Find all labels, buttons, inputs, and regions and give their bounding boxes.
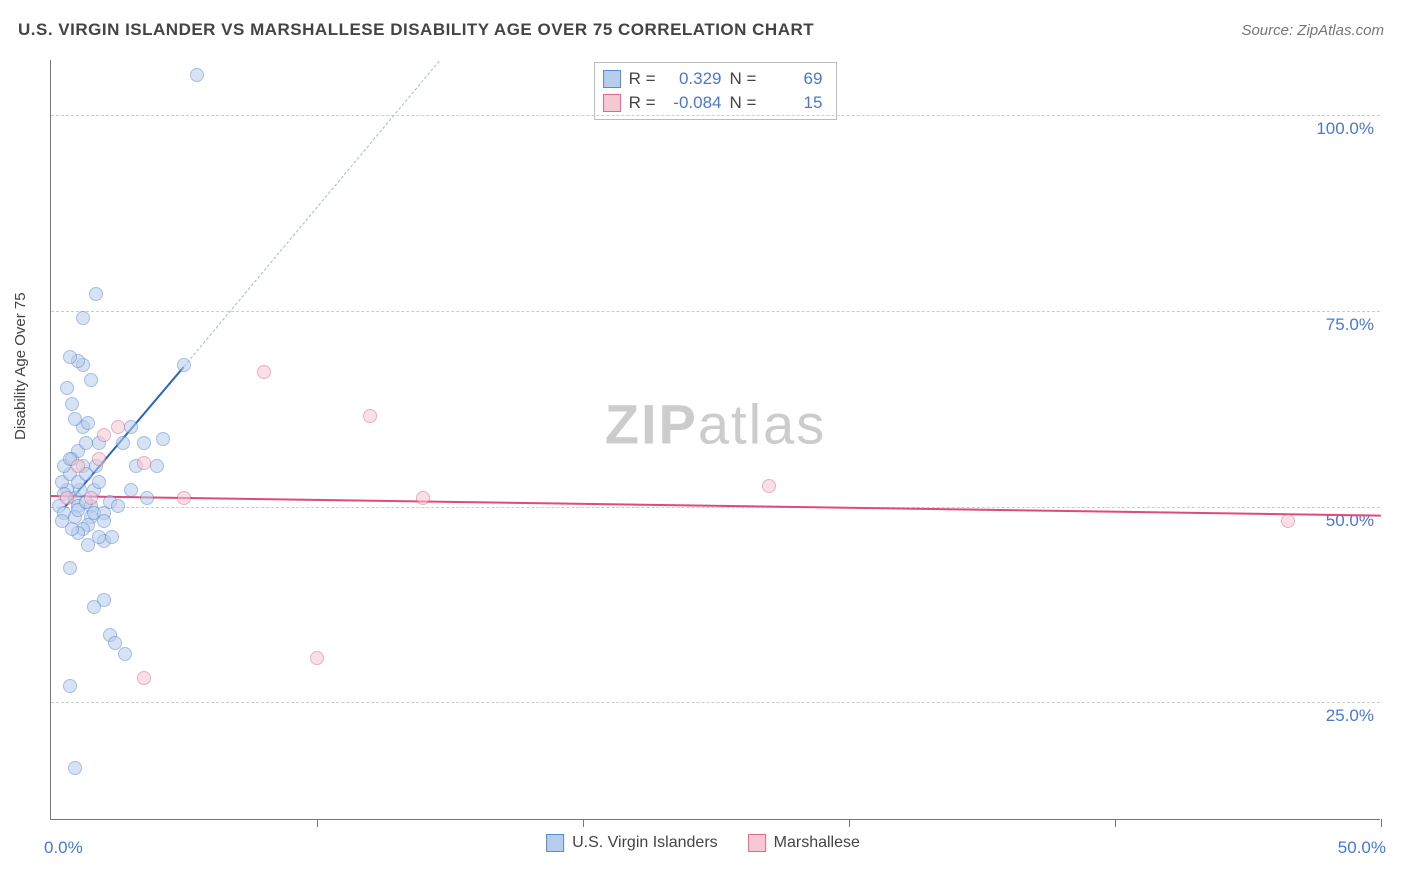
y-tick-label: 100.0% xyxy=(1316,119,1374,139)
data-point xyxy=(60,381,74,395)
data-point xyxy=(118,647,132,661)
x-tick xyxy=(583,819,584,827)
data-point xyxy=(116,436,130,450)
data-point xyxy=(177,491,191,505)
data-point xyxy=(177,358,191,372)
x-tick xyxy=(849,819,850,827)
data-point xyxy=(137,436,151,450)
chart-title: U.S. VIRGIN ISLANDER VS MARSHALLESE DISA… xyxy=(18,20,814,40)
data-point xyxy=(190,68,204,82)
data-point xyxy=(92,452,106,466)
x-tick xyxy=(1381,819,1382,827)
data-point xyxy=(150,459,164,473)
data-point xyxy=(97,428,111,442)
legend-series-swatch-0 xyxy=(546,834,564,852)
legend-n-value-0: 69 xyxy=(764,69,822,89)
legend-series-item-1: Marshallese xyxy=(748,834,860,852)
data-point xyxy=(60,491,74,505)
data-point xyxy=(257,365,271,379)
gridline-h xyxy=(51,115,1380,116)
legend-series-item-0: U.S. Virgin Islanders xyxy=(546,834,718,852)
data-point xyxy=(79,436,93,450)
data-point xyxy=(105,530,119,544)
legend-series: U.S. Virgin Islanders Marshallese xyxy=(546,834,860,852)
legend-stats-row-0: R = 0.329 N = 69 xyxy=(603,67,823,91)
data-point xyxy=(111,499,125,513)
watermark-bold: ZIP xyxy=(605,393,698,456)
data-point xyxy=(89,287,103,301)
data-point xyxy=(108,636,122,650)
plot-area: ZIPatlas R = 0.329 N = 69 R = -0.084 N =… xyxy=(50,60,1380,820)
data-point xyxy=(63,679,77,693)
data-point xyxy=(76,311,90,325)
legend-stats-row-1: R = -0.084 N = 15 xyxy=(603,91,823,115)
data-point xyxy=(124,483,138,497)
data-point xyxy=(111,420,125,434)
data-point xyxy=(97,514,111,528)
legend-series-swatch-1 xyxy=(748,834,766,852)
x-axis-max-label: 50.0% xyxy=(1338,838,1386,858)
data-point xyxy=(87,600,101,614)
legend-n-label-0: N = xyxy=(730,69,757,89)
data-point xyxy=(65,397,79,411)
watermark: ZIPatlas xyxy=(605,392,826,457)
data-point xyxy=(81,416,95,430)
data-point xyxy=(92,475,106,489)
legend-series-label-1: Marshallese xyxy=(774,834,860,852)
legend-r-value-1: -0.084 xyxy=(664,93,722,113)
data-point xyxy=(762,479,776,493)
legend-n-label-1: N = xyxy=(730,93,757,113)
data-point xyxy=(137,456,151,470)
legend-stats: R = 0.329 N = 69 R = -0.084 N = 15 xyxy=(594,62,838,120)
x-tick xyxy=(317,819,318,827)
regression-line xyxy=(184,60,440,366)
data-point xyxy=(310,651,324,665)
gridline-h xyxy=(51,311,1380,312)
data-point xyxy=(156,432,170,446)
legend-n-value-1: 15 xyxy=(764,93,822,113)
legend-r-value-0: 0.329 xyxy=(664,69,722,89)
legend-swatch-1 xyxy=(603,94,621,112)
x-tick xyxy=(1115,819,1116,827)
chart-container: U.S. VIRGIN ISLANDER VS MARSHALLESE DISA… xyxy=(0,0,1406,892)
data-point xyxy=(63,561,77,575)
legend-r-label-0: R = xyxy=(629,69,656,89)
data-point xyxy=(84,373,98,387)
watermark-rest: atlas xyxy=(698,393,826,456)
y-tick-label: 25.0% xyxy=(1326,706,1374,726)
data-point xyxy=(68,761,82,775)
data-point xyxy=(137,671,151,685)
source-label: Source: ZipAtlas.com xyxy=(1241,22,1384,39)
data-point xyxy=(81,538,95,552)
legend-series-label-0: U.S. Virgin Islanders xyxy=(572,834,718,852)
x-axis-min-label: 0.0% xyxy=(44,838,83,858)
legend-swatch-0 xyxy=(603,70,621,88)
gridline-h xyxy=(51,702,1380,703)
data-point xyxy=(68,412,82,426)
data-point xyxy=(124,420,138,434)
data-point xyxy=(63,350,77,364)
y-tick-label: 75.0% xyxy=(1326,315,1374,335)
data-point xyxy=(416,491,430,505)
data-point xyxy=(55,514,69,528)
data-point xyxy=(71,459,85,473)
data-point xyxy=(1281,514,1295,528)
y-axis-label: Disability Age Over 75 xyxy=(12,292,29,440)
data-point xyxy=(140,491,154,505)
data-point xyxy=(363,409,377,423)
data-point xyxy=(84,491,98,505)
legend-r-label-1: R = xyxy=(629,93,656,113)
